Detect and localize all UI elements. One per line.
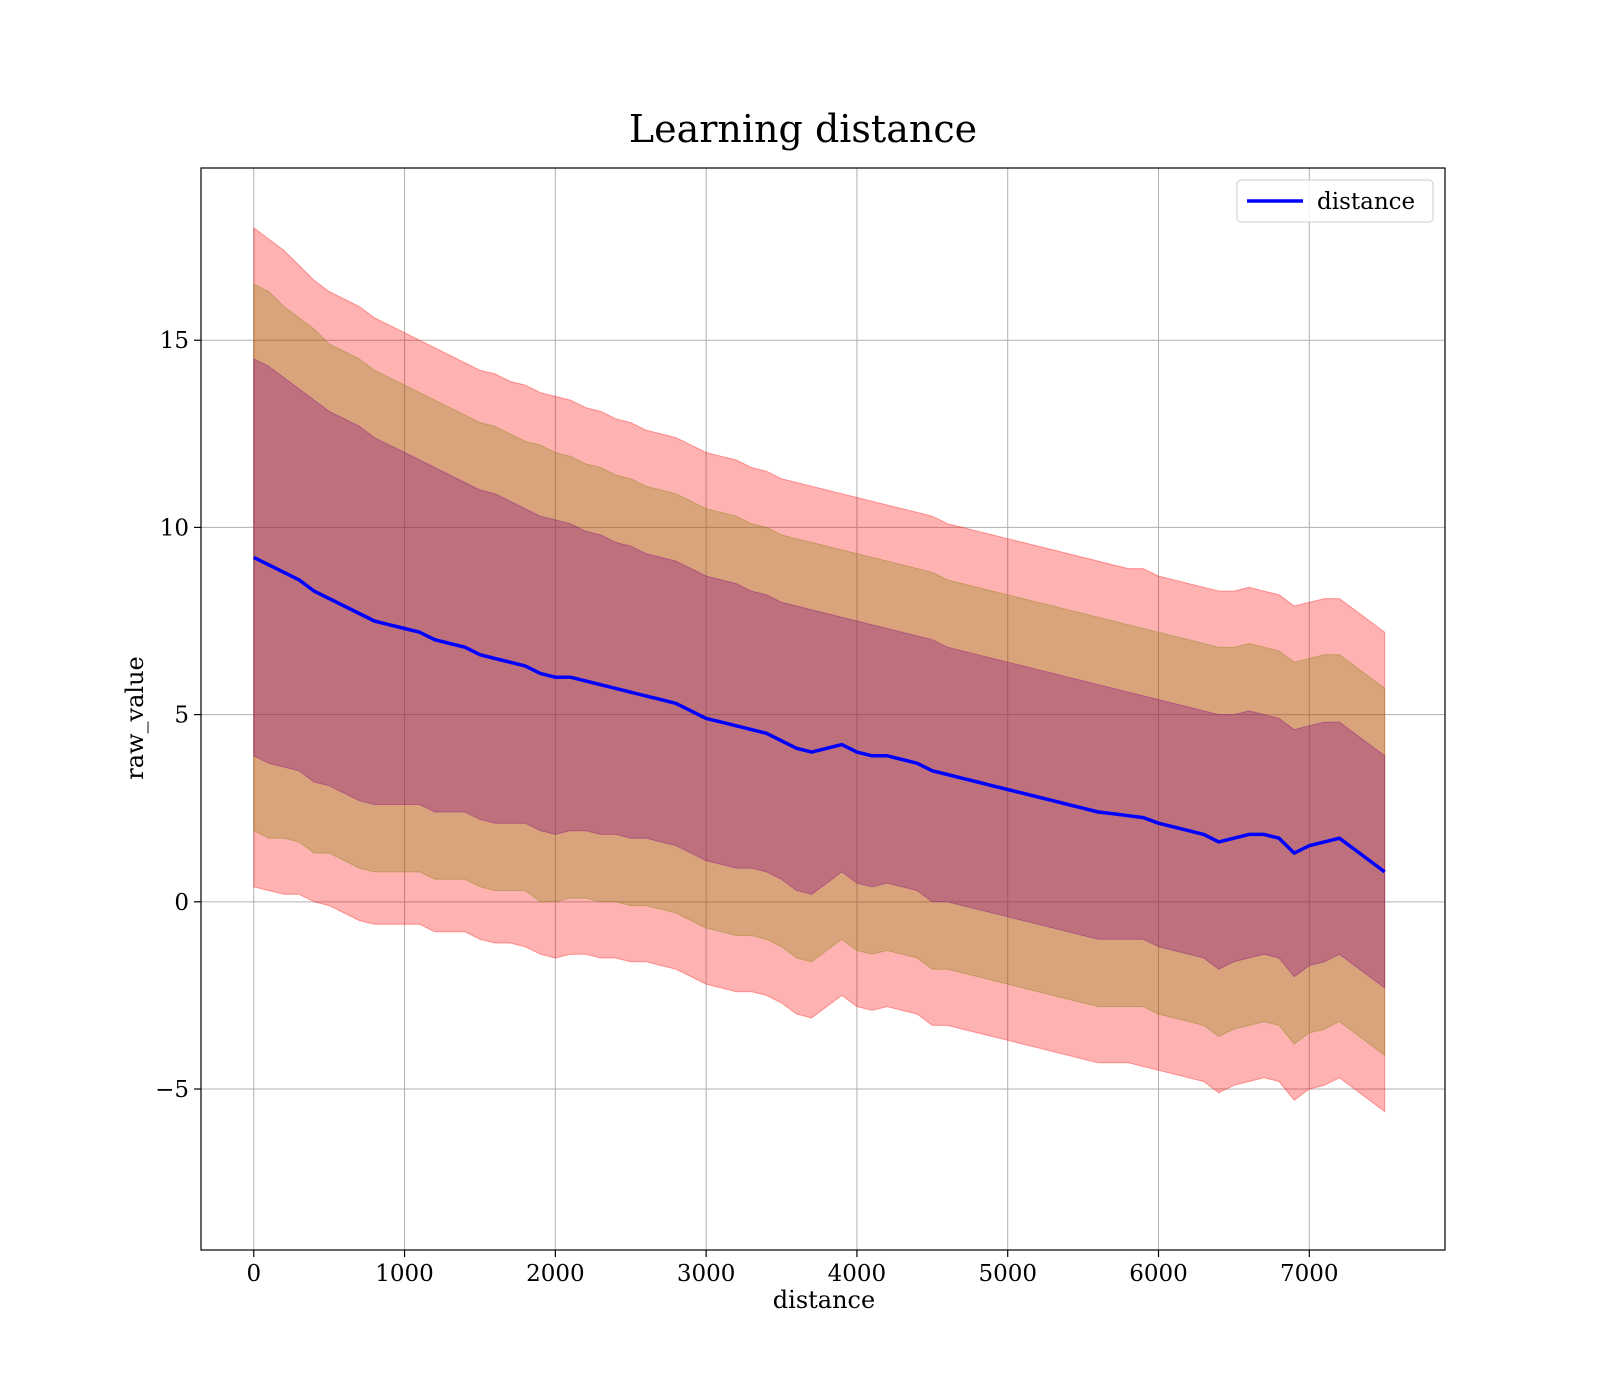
- x-tick-label: 3000: [677, 1261, 736, 1287]
- band-inner: [253, 358, 1386, 989]
- chart-title: Learning distance: [629, 107, 977, 151]
- x-tick-label: 7000: [1280, 1261, 1339, 1287]
- x-tick-label: 6000: [1129, 1261, 1188, 1287]
- legend: distance: [1236, 179, 1434, 223]
- series-group: [253, 226, 1386, 1113]
- x-tick-label: 4000: [828, 1261, 887, 1287]
- series-line-distance: [253, 555, 1386, 874]
- legend-label-distance: distance: [1317, 189, 1415, 215]
- legend-box: [1236, 179, 1434, 223]
- band-outer: [253, 226, 1386, 1113]
- x-tick-label: 1000: [375, 1261, 434, 1287]
- x-tick-label: 5000: [978, 1261, 1037, 1287]
- plot-area: 0 1000 2000 3000 4000 5000 6000 7000 −5 0 5 10 15 dis…: [155, 167, 1446, 1287]
- y-axis-label: raw_value: [121, 656, 149, 780]
- y-tick-label: 5: [174, 703, 189, 729]
- y-tick-label: 0: [174, 890, 189, 916]
- x-tick-label: 0: [246, 1261, 261, 1287]
- y-tick-label: 15: [160, 328, 189, 354]
- x-tick-label: 2000: [526, 1261, 585, 1287]
- y-tick-label: 10: [160, 515, 189, 541]
- y-tick-label: −5: [155, 1077, 189, 1103]
- plot-frame: [200, 167, 1446, 1251]
- band-mid: [253, 283, 1386, 1057]
- x-axis-label: distance: [773, 1286, 875, 1314]
